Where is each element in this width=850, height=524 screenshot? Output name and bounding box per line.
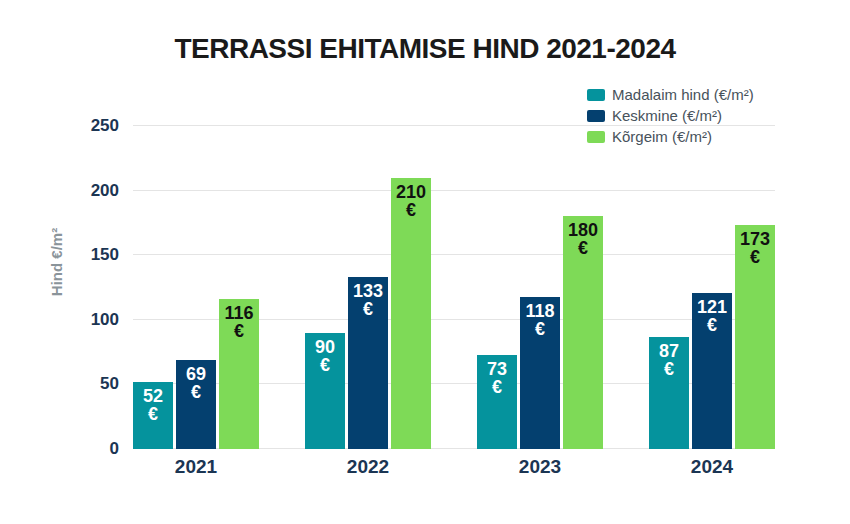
x-axis-label-2021: 2021 bbox=[136, 456, 256, 478]
y-axis-tick-label: 200 bbox=[59, 181, 119, 201]
legend-item-label: Kõrgeim (€/m²) bbox=[612, 129, 712, 144]
legend-swatch-icon bbox=[587, 89, 605, 101]
legend-swatch-icon bbox=[587, 110, 605, 122]
bar-value-label: 87€ bbox=[649, 342, 689, 378]
chart-title: TERRASSI EHITAMISE HIND 2021-2024 bbox=[0, 33, 850, 65]
bar-value-label: 180€ bbox=[563, 221, 603, 257]
bar-value-label: 133€ bbox=[348, 282, 388, 318]
bar-2023-madalaim: 73€ bbox=[477, 355, 517, 449]
bar-2022-kõrgeim: 210€ bbox=[391, 178, 431, 449]
legend-item-label: Keskmine (€/m²) bbox=[612, 108, 722, 123]
bar-value-label: 116€ bbox=[219, 304, 259, 340]
bar-value-label: 90€ bbox=[305, 338, 345, 374]
bar-2022-keskmine: 133€ bbox=[348, 277, 388, 449]
bar-value-label: 121€ bbox=[692, 298, 732, 334]
bar-2021-keskmine: 69€ bbox=[176, 360, 216, 449]
bar-value-label: 173€ bbox=[735, 230, 775, 266]
bar-group-2024: 87€121€173€ bbox=[649, 126, 775, 449]
bar-group-2022: 90€133€ 210€ bbox=[305, 126, 431, 449]
y-axis-tick-label: 0 bbox=[59, 439, 119, 459]
bar-group-2023: 73€118€ 180€ bbox=[477, 126, 603, 449]
plot-area: 05010015020025052€69€116€202190€133€210€… bbox=[133, 126, 775, 449]
bar-value-label: 73€ bbox=[477, 360, 517, 396]
legend-swatch-icon bbox=[587, 131, 605, 143]
x-axis-label-2024: 2024 bbox=[652, 456, 772, 478]
bar-2024-madalaim: 87€ bbox=[649, 337, 689, 449]
legend: Madalaim hind (€/m²) Keskmine (€/m²) Kõrge… bbox=[587, 87, 754, 144]
legend-item: Kõrgeim (€/m²) bbox=[587, 129, 754, 144]
y-axis-tick-label: 150 bbox=[59, 245, 119, 265]
bar-2021-kõrgeim: 116€ bbox=[219, 299, 259, 449]
bar-value-label: 69€ bbox=[176, 365, 216, 401]
y-axis-tick-label: 100 bbox=[59, 310, 119, 330]
chart-canvas: TERRASSI EHITAMISE HIND 2021-2024 Madala… bbox=[0, 0, 850, 524]
bar-2021-madalaim: 52€ bbox=[133, 382, 173, 449]
bar-2024-kõrgeim: 173€ bbox=[735, 225, 775, 449]
x-axis-label-2023: 2023 bbox=[480, 456, 600, 478]
bar-2023-keskmine: 118€ bbox=[520, 297, 560, 449]
bar-2022-madalaim: 90€ bbox=[305, 333, 345, 449]
y-axis-tick-label: 250 bbox=[59, 116, 119, 136]
legend-item: Keskmine (€/m²) bbox=[587, 108, 754, 123]
bar-2024-keskmine: 121€ bbox=[692, 293, 732, 449]
bar-value-label: 118€ bbox=[520, 302, 560, 338]
legend-item: Madalaim hind (€/m²) bbox=[587, 87, 754, 102]
bar-2023-kõrgeim: 180€ bbox=[563, 216, 603, 449]
bar-value-label: 52€ bbox=[133, 387, 173, 423]
legend-item-label: Madalaim hind (€/m²) bbox=[612, 87, 754, 102]
bar-group-2021: 52€69€116€ bbox=[133, 126, 259, 449]
y-axis-tick-label: 50 bbox=[59, 374, 119, 394]
x-axis-label-2022: 2022 bbox=[308, 456, 428, 478]
bar-value-label: 210€ bbox=[391, 183, 431, 219]
